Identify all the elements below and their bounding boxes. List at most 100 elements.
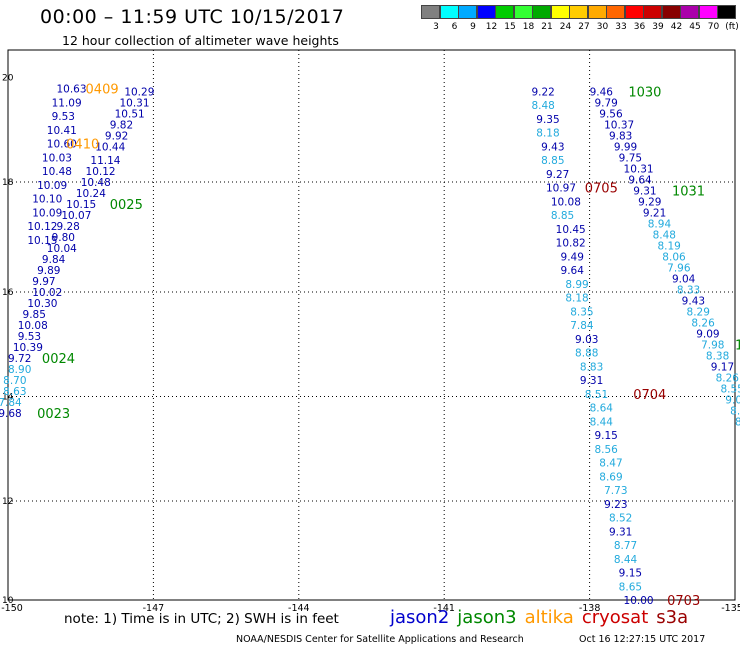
pass-time-annotation: 0024 xyxy=(42,352,75,367)
legend-item-jason2: jason2 xyxy=(390,607,450,628)
x-tick-label: -147 xyxy=(143,603,165,614)
data-point-label: 8.90 xyxy=(8,364,31,376)
data-point-label: 10.00 xyxy=(624,595,654,607)
data-point-label: 8.26 xyxy=(716,372,740,384)
data-point-label: 9.28 xyxy=(56,221,79,233)
data-point-label: 10.10 xyxy=(32,194,62,206)
data-point-label: 9.15 xyxy=(594,430,617,442)
data-point-label: 9.31 xyxy=(609,526,632,538)
y-tick-label: 14 xyxy=(2,393,14,403)
data-point-label: 10.29 xyxy=(124,86,154,98)
data-point-label: 8.29 xyxy=(687,306,710,318)
data-point-label: 8.52 xyxy=(609,513,632,525)
data-point-label: 9.97 xyxy=(32,276,55,288)
data-point-label: 9.27 xyxy=(546,169,569,181)
data-point-label: 9.17 xyxy=(711,361,734,373)
color-scale-tick: 36 xyxy=(633,22,646,32)
legend-item-cryosat: cryosat xyxy=(581,607,649,628)
color-scale-tick: 21 xyxy=(541,22,553,32)
data-point-label: 10.31 xyxy=(624,163,654,175)
x-tick-label: -150 xyxy=(1,603,23,614)
data-point-label: 9.43 xyxy=(682,295,705,307)
color-scale-tick: (ft) xyxy=(725,22,739,32)
data-point-label: 8.85 xyxy=(541,155,564,167)
data-point-label: 8.99 xyxy=(565,279,588,291)
data-point-label: 8.62 xyxy=(730,405,740,417)
page-subtitle: 12 hour collection of altimeter wave hei… xyxy=(62,33,339,48)
data-point-label: 7.84 xyxy=(570,320,594,332)
x-tick-label: -135 xyxy=(721,603,740,614)
data-point-label: 9.85 xyxy=(23,309,46,321)
data-point-label: 8.63 xyxy=(3,386,26,398)
pass-time-annotation: 1030 xyxy=(628,85,661,100)
data-point-label: 10.07 xyxy=(61,210,91,222)
data-point-label: 8.64 xyxy=(590,403,614,415)
data-point-label: 10.39 xyxy=(13,342,43,354)
data-point-label: 10.60 xyxy=(47,139,77,151)
data-point-label: 9.09 xyxy=(696,328,719,340)
data-point-label: 9.03 xyxy=(575,334,598,346)
note-text: note: 1) Time is in UTC; 2) SWH is in fe… xyxy=(64,611,339,627)
pass-time-annotation: 0409 xyxy=(86,83,119,98)
x-tick-label: -141 xyxy=(433,603,455,614)
data-point-label: 10.45 xyxy=(556,224,586,236)
data-point-label: 8.88 xyxy=(575,348,598,360)
data-point-label: 9.35 xyxy=(536,114,559,126)
pass-time-annotation: 1032 xyxy=(735,338,740,353)
color-scale-tick: 45 xyxy=(689,22,701,32)
data-point-label: 8.77 xyxy=(614,540,637,552)
data-point-label: 9.72 xyxy=(8,353,31,365)
data-point-label: 10.24 xyxy=(76,188,106,200)
data-point-label: 8.65 xyxy=(619,581,642,593)
data-point-label: 9.29 xyxy=(638,196,661,208)
data-point-label: 9.53 xyxy=(52,111,75,123)
data-point-label: 9.23 xyxy=(604,499,627,511)
data-point-label: 7.73 xyxy=(604,485,627,497)
data-point-label: 9.56 xyxy=(599,108,623,120)
data-point-label: 10.37 xyxy=(604,119,634,131)
data-point-label: 9.82 xyxy=(110,119,133,131)
data-point-label: 11.09 xyxy=(52,97,82,109)
data-point-label: 9.49 xyxy=(561,251,584,263)
data-point-label: 10.15 xyxy=(27,235,57,247)
data-point-label: 10.31 xyxy=(119,97,149,109)
data-point-label: 8.55 xyxy=(720,383,740,395)
x-tick-label: -138 xyxy=(579,603,601,614)
y-tick-label: 20 xyxy=(2,74,14,84)
data-point-label: 10.44 xyxy=(95,141,125,153)
color-scale-tick: 15 xyxy=(504,22,516,32)
timestamp-text: Oct 16 12:27:15 UTC 2017 xyxy=(579,634,706,645)
legend-item-altika: altika xyxy=(524,607,574,628)
data-point-label: 8.18 xyxy=(536,128,559,140)
data-point-label: 8.29 xyxy=(735,416,740,428)
pass-time-annotation: 0025 xyxy=(110,198,143,213)
data-point-label: 8.83 xyxy=(580,361,603,373)
color-scale-tick: 33 xyxy=(615,22,627,32)
data-point-label: 10.15 xyxy=(66,199,96,211)
color-scale-tick: 6 xyxy=(451,22,458,32)
data-point-label: 9.53 xyxy=(18,331,41,343)
data-point-label: 8.35 xyxy=(570,306,593,318)
data-point-label: 8.06 xyxy=(662,251,686,263)
credit-text: NOAA/NESDIS Center for Satellite Applica… xyxy=(236,634,524,645)
data-point-label: 10.51 xyxy=(115,108,145,120)
data-point-label: 9.46 xyxy=(590,86,614,98)
y-tick-label: 18 xyxy=(2,178,14,188)
data-point-label: 8.51 xyxy=(585,389,608,401)
data-point-label: 10.41 xyxy=(47,125,77,137)
page-title: 00:00 – 11:59 UTC 10/15/2017 xyxy=(40,6,345,28)
data-point-label: 8.69 xyxy=(599,471,622,483)
data-point-label: 9.31 xyxy=(633,185,656,197)
color-scale-tick: 42 xyxy=(670,22,683,32)
data-point-label: 10.48 xyxy=(42,166,72,178)
data-point-label: 10.02 xyxy=(32,287,62,299)
data-point-label: 10.30 xyxy=(27,298,57,310)
data-point-label: 10.97 xyxy=(546,183,576,195)
data-point-label: 9.22 xyxy=(531,86,554,98)
color-scale-tick: 3 xyxy=(433,22,439,32)
data-point-label: 9.99 xyxy=(614,141,637,153)
data-point-label: 9.83 xyxy=(609,130,632,142)
data-point-label: 8.70 xyxy=(3,375,26,387)
data-point-label: 10.09 xyxy=(37,180,67,192)
